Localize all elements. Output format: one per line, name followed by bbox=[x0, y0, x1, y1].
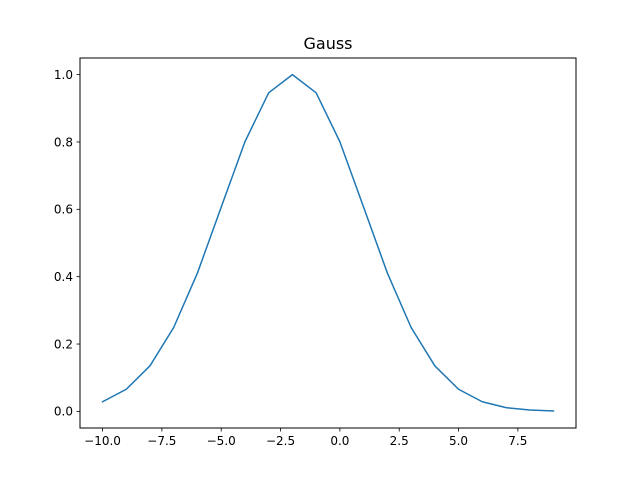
y-tick-label: 0.2 bbox=[54, 337, 73, 351]
x-tick-label: −2.5 bbox=[266, 434, 295, 448]
plot-frame bbox=[79, 57, 577, 429]
y-tick-label: 0.0 bbox=[54, 405, 73, 419]
x-axis: −10.0 −7.5 −5.0 −2.5 0.0 2.5 5.0 7.5 bbox=[84, 428, 527, 448]
chart-title: Gauss bbox=[303, 34, 352, 53]
y-tick-label: 0.8 bbox=[54, 135, 73, 149]
x-tick-label: 2.5 bbox=[390, 434, 409, 448]
y-axis: 0.0 0.2 0.4 0.6 0.8 1.0 bbox=[54, 68, 80, 419]
series-line-0 bbox=[101, 73, 555, 412]
y-tick-label: 0.4 bbox=[54, 270, 73, 284]
x-tick-label: 7.5 bbox=[508, 434, 527, 448]
x-tick-label: 5.0 bbox=[449, 434, 468, 448]
x-tick-label: −10.0 bbox=[84, 434, 121, 448]
plot-area bbox=[101, 73, 555, 412]
x-tick-label: −7.5 bbox=[147, 434, 176, 448]
x-tick-label: −5.0 bbox=[207, 434, 236, 448]
y-tick-label: 0.6 bbox=[54, 203, 73, 217]
y-tick-label: 1.0 bbox=[54, 68, 73, 82]
x-tick-label: 0.0 bbox=[330, 434, 349, 448]
